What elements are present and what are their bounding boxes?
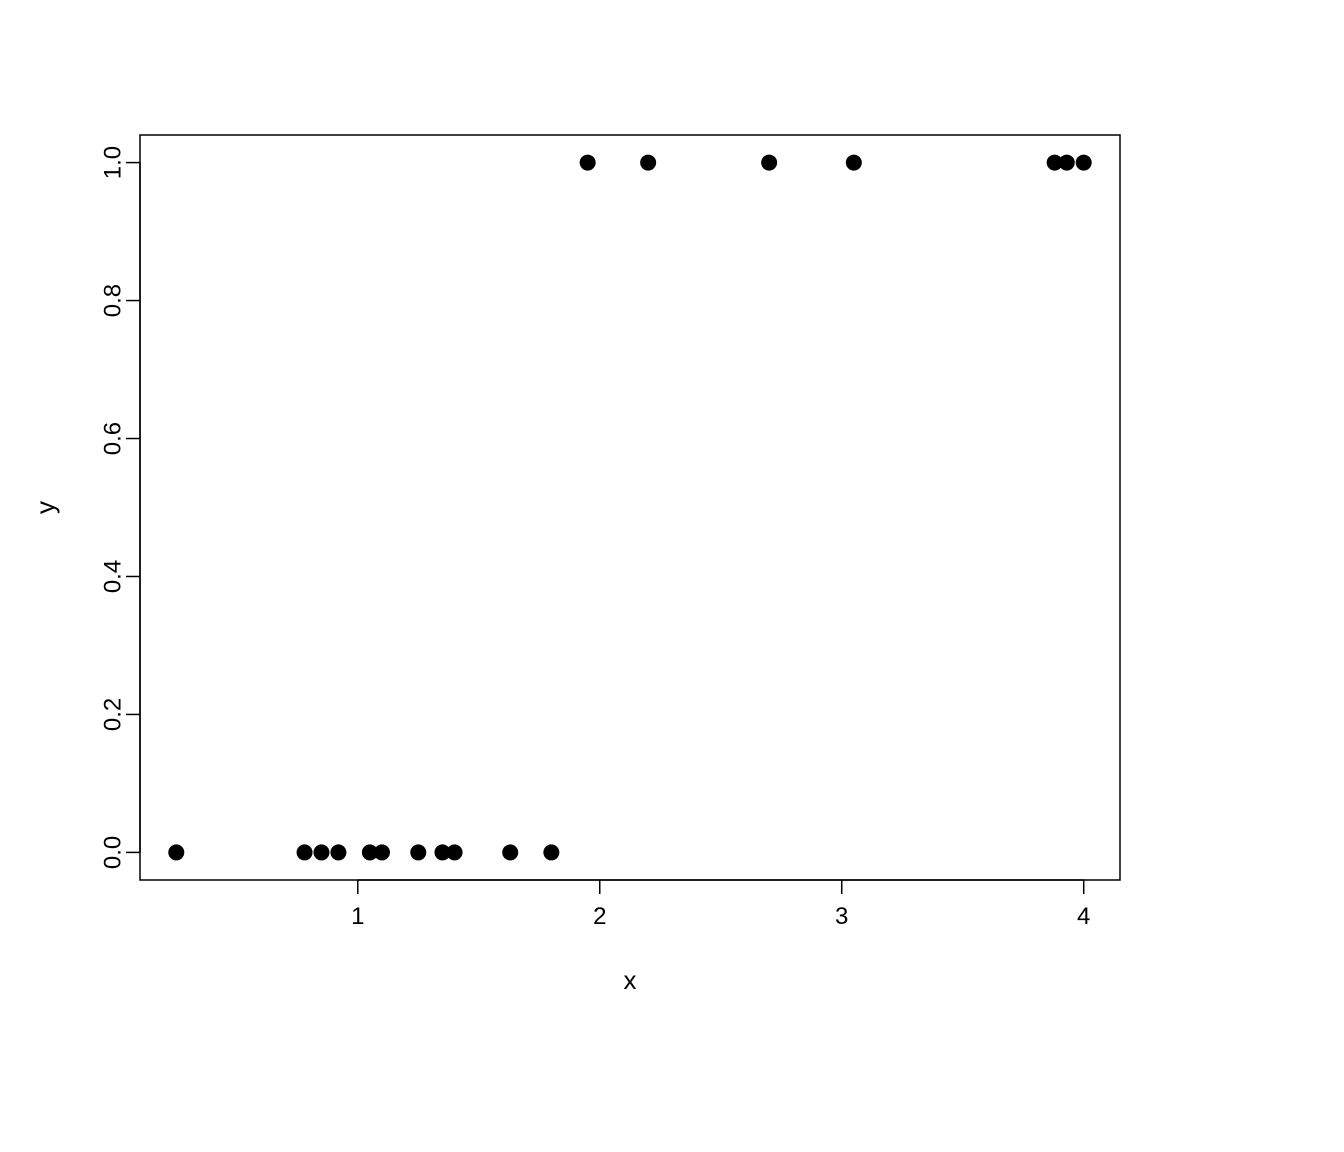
data-point (502, 844, 518, 860)
data-point (580, 155, 596, 171)
scatter-chart: 1 2 3 4 x 0.0 0.2 0.4 0.6 0.8 1.0 y (0, 0, 1344, 1152)
y-tick-label: 1.0 (99, 146, 126, 179)
data-point (447, 844, 463, 860)
data-point (410, 844, 426, 860)
y-tick-label: 0.2 (99, 698, 126, 731)
data-point (761, 155, 777, 171)
data-point (846, 155, 862, 171)
data-point (297, 844, 313, 860)
x-axis-label: x (624, 965, 637, 995)
y-tick-label: 0.0 (99, 836, 126, 869)
chart-background (0, 0, 1344, 1152)
y-axis-label: y (30, 501, 60, 514)
data-point (330, 844, 346, 860)
data-point (640, 155, 656, 171)
data-point (313, 844, 329, 860)
data-point (543, 844, 559, 860)
data-point (168, 844, 184, 860)
data-point (1076, 155, 1092, 171)
x-tick-label: 4 (1077, 903, 1090, 930)
chart-svg: 1 2 3 4 x 0.0 0.2 0.4 0.6 0.8 1.0 y (0, 0, 1344, 1152)
x-tick-label: 2 (593, 903, 606, 930)
y-tick-label: 0.8 (99, 284, 126, 317)
x-tick-label: 3 (835, 903, 848, 930)
data-point (374, 844, 390, 860)
y-tick-label: 0.6 (99, 422, 126, 455)
x-tick-label: 1 (351, 903, 364, 930)
y-tick-label: 0.4 (99, 560, 126, 593)
data-point (1059, 155, 1075, 171)
